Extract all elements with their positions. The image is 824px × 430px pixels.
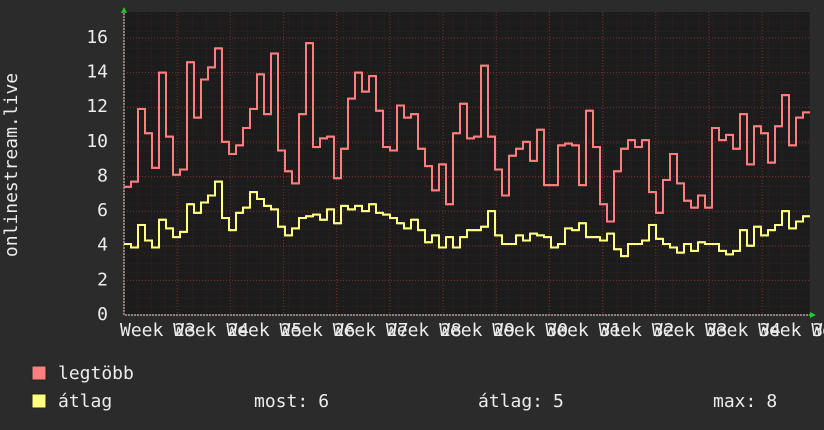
stat: átlag: 5: [478, 391, 564, 412]
y-tick-label: 2: [97, 269, 108, 290]
legend-label: átlag: [58, 391, 112, 412]
y-tick-label: 4: [97, 235, 108, 256]
y-tick-label: 8: [97, 165, 108, 186]
stat: most: 6: [254, 391, 329, 412]
y-tick-label: 0: [97, 304, 108, 325]
legend-label: legtöbb: [58, 363, 134, 384]
y-tick-label: 14: [86, 62, 108, 83]
y-arrow: [121, 7, 127, 13]
x-tick-label: Week 36: [811, 320, 824, 341]
x-tick-label: Week 32: [599, 320, 675, 341]
stat-label: most:: [254, 391, 308, 412]
y-axis-label: onlinestream.live: [1, 73, 22, 257]
y-tick-label: 16: [86, 27, 108, 48]
legend-swatch: [31, 393, 47, 409]
x-tick-label: Week 34: [705, 320, 781, 341]
x-tick-label: Week 28: [386, 320, 462, 341]
x-tick-label: Week 27: [333, 320, 409, 341]
y-tick-label: 10: [86, 131, 108, 152]
x-tick-label: Week 33: [652, 320, 728, 341]
x-tick-label: Week 35: [758, 320, 824, 341]
stat-value: 8: [766, 391, 777, 412]
x-tick-label: Week 29: [439, 320, 515, 341]
x-tick-label: Week 31: [545, 320, 621, 341]
x-tick-label: Week 23: [120, 320, 196, 341]
y-tick-label: 6: [97, 200, 108, 221]
stat: max: 8: [713, 391, 777, 412]
x-tick-label: Week 25: [226, 320, 302, 341]
x-tick-label: Week 30: [492, 320, 568, 341]
minor-grid: [124, 12, 810, 315]
stat-label: átlag:: [478, 391, 543, 412]
x-tick-label: Week 26: [280, 320, 356, 341]
y-tick-label: 12: [86, 96, 108, 117]
stat-value: 5: [553, 391, 564, 412]
stat-value: 6: [318, 391, 329, 412]
x-tick-label: Week 24: [173, 320, 249, 341]
stat-label: max:: [713, 391, 756, 412]
legend-swatch: [31, 365, 47, 381]
x-arrow: [810, 312, 816, 318]
